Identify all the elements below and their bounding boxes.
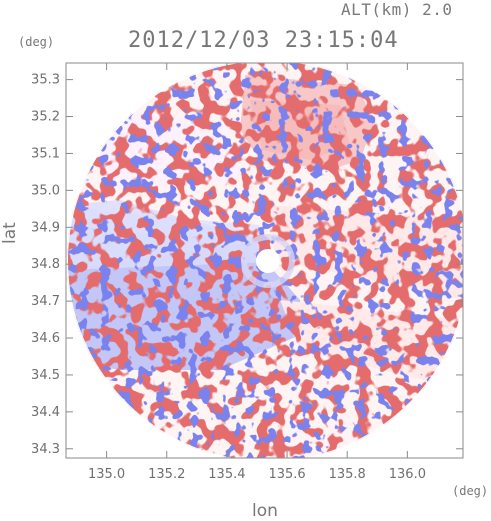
x-tick-label: 135.4 — [208, 467, 245, 482]
x-tick-label: 135.8 — [329, 467, 366, 482]
y-tick-label: 34.7 — [31, 294, 60, 309]
chart-title-datetime: 2012/12/03 23:15:04 — [128, 28, 399, 53]
plot-frame — [65, 62, 464, 459]
y-tick-label: 34.9 — [31, 220, 60, 235]
x-axis-label: lon — [252, 501, 278, 521]
y-tick-label: 34.3 — [31, 442, 60, 457]
y-axis-ticks: 34.3 34.4 34.5 34.6 34.7 34.8 34.9 35.0 35.1 35.2… — [31, 73, 463, 457]
x-tick-label: 136.0 — [389, 467, 426, 482]
y-tick-label: 34.4 — [31, 405, 60, 420]
x-tick-label: 135.2 — [148, 467, 185, 482]
y-axis-unit: (deg) — [18, 35, 55, 49]
y-tick-label: 34.8 — [31, 257, 60, 272]
y-tick-label: 35.2 — [31, 110, 60, 125]
x-tick-label: 135.6 — [268, 467, 305, 482]
altitude-label: ALT(km) 2.0 — [341, 0, 453, 19]
y-tick-label: 34.6 — [31, 331, 60, 346]
y-tick-label: 35.0 — [31, 183, 60, 198]
x-axis-ticks: 135.0 135.2 135.4 135.6 135.8 136.0 — [88, 63, 426, 482]
x-tick-label: 135.0 — [88, 467, 125, 482]
y-tick-label: 35.3 — [31, 73, 60, 88]
x-axis-unit: (deg) — [452, 484, 489, 498]
heatmap-field — [67, 63, 463, 458]
y-tick-label: 34.5 — [31, 368, 60, 383]
y-tick-label: 35.1 — [31, 146, 60, 161]
